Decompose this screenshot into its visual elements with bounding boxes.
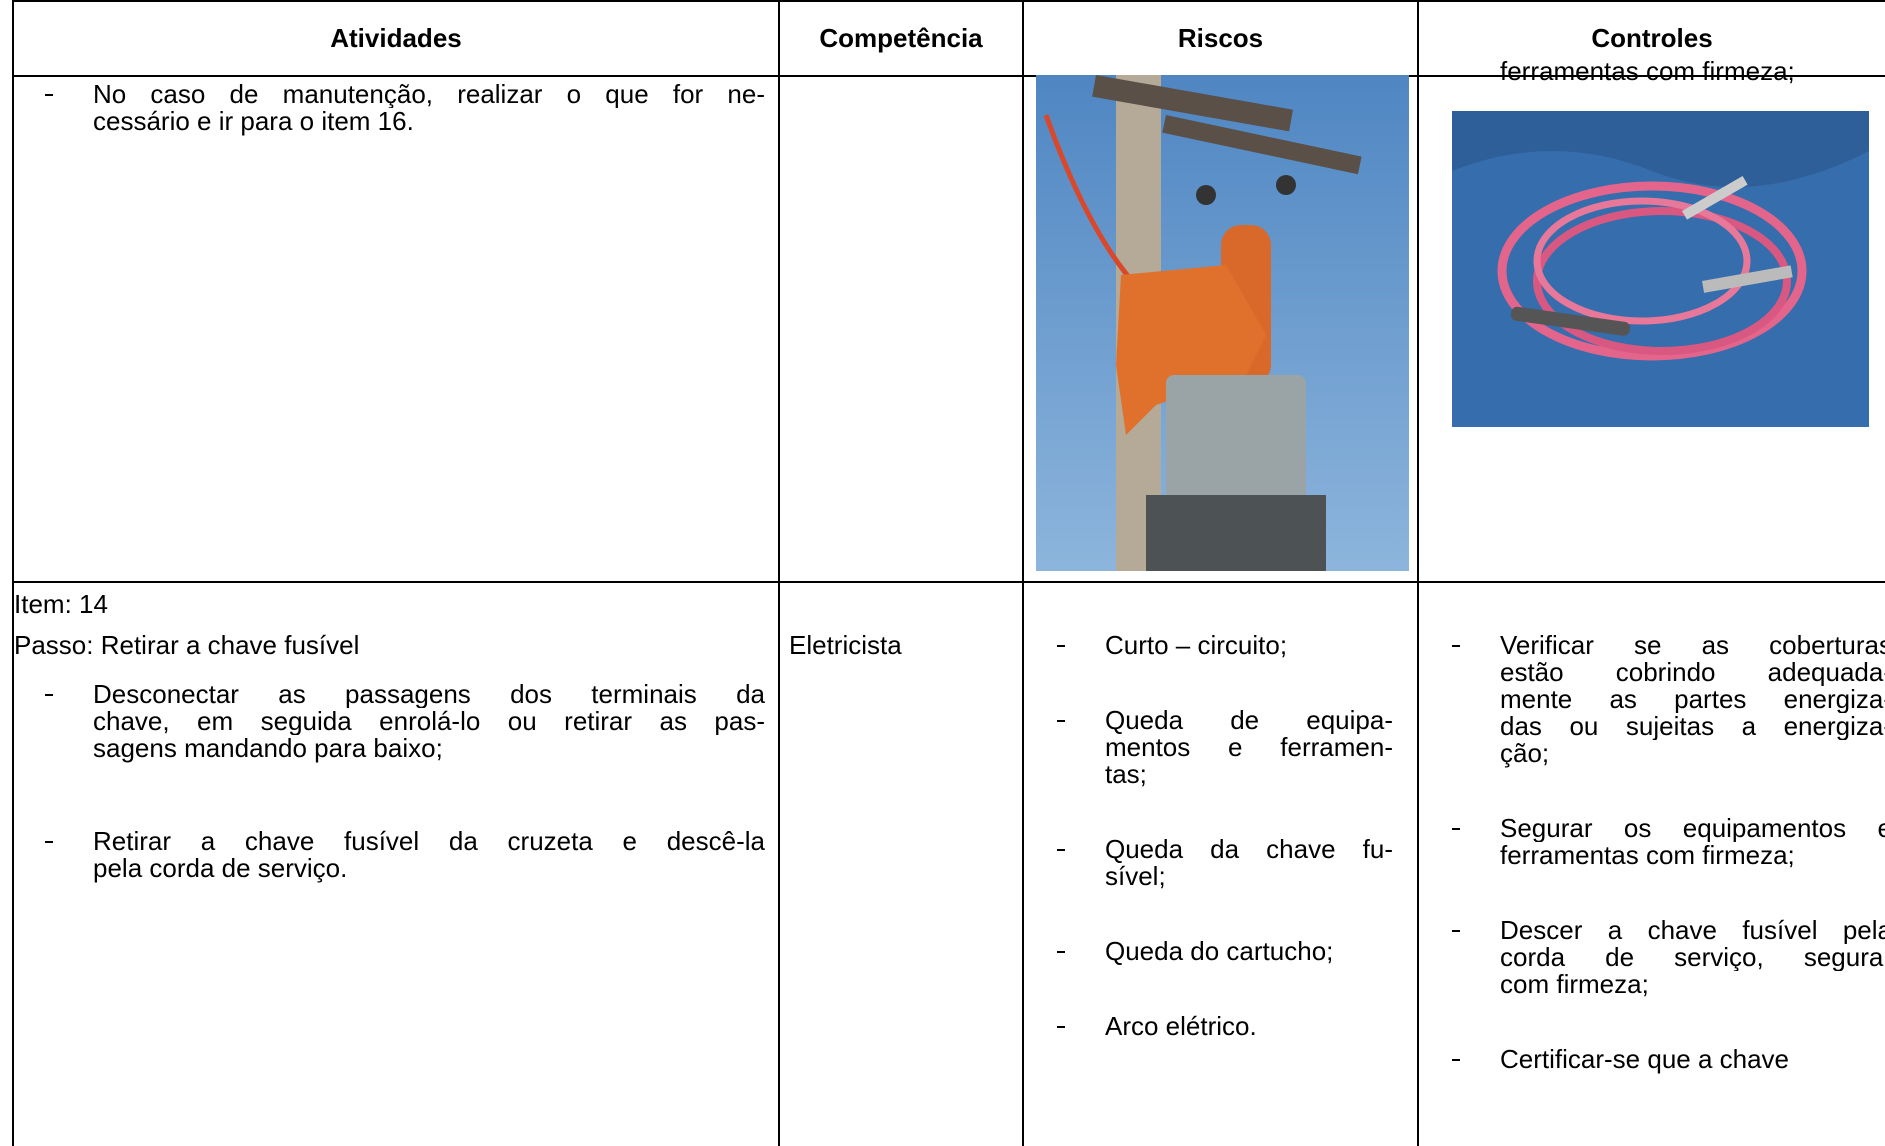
text-line: sagens mandando para baixo;: [93, 733, 443, 763]
list-bullet: [1452, 930, 1460, 932]
competence: Eletricista: [789, 630, 902, 660]
text-line: Curto – circuito;: [1105, 630, 1288, 660]
text-line: corda de serviço, segurar: [1500, 944, 1885, 971]
list-bullet: [1057, 645, 1065, 647]
rule: [778, 0, 780, 1146]
photo-transformer: [1036, 75, 1409, 571]
text-line: cessário e ir para o item 16.: [93, 106, 414, 136]
text-line: Queda de equipa-: [1105, 707, 1393, 734]
text-line: No caso de manutenção, realizar o que fo…: [93, 81, 765, 108]
list-bullet: [1057, 951, 1065, 953]
rule: [12, 0, 1885, 2]
text-line: ferramentas com firmeza;: [1500, 56, 1795, 86]
rule: [1022, 0, 1024, 1146]
text-line: Arco elétrico.: [1105, 1011, 1257, 1041]
header-cell: Controles: [1591, 23, 1713, 53]
rule: [12, 581, 1885, 583]
list-bullet: [1452, 1059, 1460, 1061]
text-line: pela corda de serviço.: [93, 853, 348, 883]
text-line: Verificar se as coberturas: [1500, 632, 1885, 659]
list-bullet: [45, 94, 53, 96]
header-cell: Atividades: [330, 23, 462, 53]
list-bullet: [1057, 849, 1065, 851]
text-line: das ou sujeitas a energiza-: [1500, 713, 1885, 740]
header-cell: Riscos: [1177, 23, 1264, 53]
text-line: tas;: [1105, 759, 1147, 789]
item-label: Item: 14: [14, 589, 108, 619]
header-cell: Competência: [819, 23, 983, 53]
text-line: Retirar a chave fusível da cruzeta e des…: [93, 828, 765, 855]
text-line: ção;: [1500, 738, 1550, 768]
rule: [12, 75, 1885, 77]
text-line: chave, em seguida enrolá-lo ou retirar a…: [93, 708, 765, 735]
list-bullet: [45, 694, 53, 696]
text-line: ferramentas com firmeza;: [1500, 840, 1795, 870]
text-line: Descer a chave fusível pela: [1500, 917, 1885, 944]
list-bullet: [1452, 645, 1460, 647]
photo-grounding-cable: [1452, 111, 1869, 427]
rule: [1417, 0, 1419, 1146]
text-line: mentos e ferramen-: [1105, 734, 1393, 761]
text-line: estão cobrindo adequada-: [1500, 659, 1885, 686]
text-line: com firmeza;: [1500, 969, 1649, 999]
list-bullet: [45, 841, 53, 843]
text-line: Queda da chave fu-: [1105, 836, 1393, 863]
text-line: Queda do cartucho;: [1105, 936, 1334, 966]
text-line: mente as partes energiza-: [1500, 686, 1885, 713]
text-line: sível;: [1105, 861, 1166, 891]
rule: [12, 0, 14, 1146]
text-line: Desconectar as passagens dos terminais d…: [93, 681, 765, 708]
step-label: Passo: Retirar a chave fusível: [14, 630, 360, 660]
text-line: Segurar os equipamentos e: [1500, 815, 1885, 842]
text-line: Certificar-se que a chave: [1500, 1044, 1790, 1074]
list-bullet: [1057, 720, 1065, 722]
list-bullet: [1452, 828, 1460, 830]
list-bullet: [1057, 1026, 1065, 1028]
